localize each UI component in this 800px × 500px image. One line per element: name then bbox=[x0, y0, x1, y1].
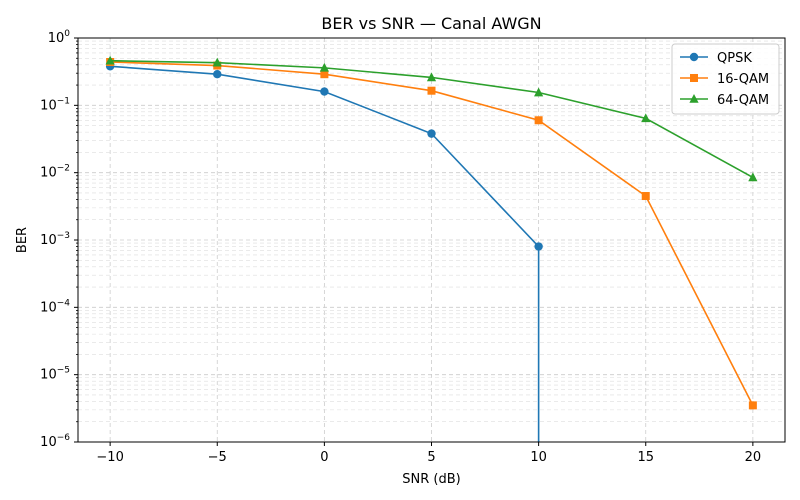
series-line-qpsk bbox=[110, 65, 540, 442]
legend-label-qpsk: QPSK bbox=[717, 51, 752, 66]
legend-label-64-qam: 64-QAM bbox=[717, 93, 769, 108]
legend-marker-64-qam bbox=[689, 94, 699, 103]
x-tick-label: 20 bbox=[745, 450, 762, 465]
y-tick-label: 10−5 bbox=[40, 366, 70, 383]
data-point-16-qam bbox=[320, 70, 329, 79]
series-64-qam bbox=[105, 55, 758, 182]
x-tick-label: −10 bbox=[96, 450, 123, 465]
x-tick-label: −5 bbox=[208, 450, 227, 465]
x-tick-label: 5 bbox=[427, 450, 435, 465]
x-axis-label: SNR (dB) bbox=[402, 472, 460, 487]
y-tick-label: 10−4 bbox=[40, 298, 70, 315]
y-tick-exponent: −3 bbox=[57, 231, 70, 241]
data-point-16-qam bbox=[427, 86, 436, 95]
data-point-qpsk bbox=[427, 129, 436, 138]
data-point-64-qam bbox=[212, 57, 222, 67]
y-tick-exponent: −5 bbox=[57, 366, 70, 376]
y-tick-exponent: −4 bbox=[57, 298, 71, 308]
data-point-16-qam bbox=[534, 116, 543, 125]
y-tick-base: 10 bbox=[40, 166, 57, 181]
legend-box bbox=[671, 43, 780, 115]
data-point-qpsk bbox=[534, 242, 543, 251]
y-tick-label: 10−3 bbox=[40, 231, 70, 248]
legend-marker-16-qam bbox=[690, 74, 698, 82]
legend-label-16-qam: 16-QAM bbox=[717, 72, 769, 87]
y-tick-label: 100 bbox=[48, 29, 71, 46]
data-point-qpsk bbox=[320, 87, 329, 96]
legend: QPSK 16-QAM 64-QAM bbox=[671, 43, 780, 115]
x-tick-label: 15 bbox=[637, 450, 654, 465]
x-tick-label: 10 bbox=[530, 450, 547, 465]
y-tick-base: 10 bbox=[40, 368, 57, 383]
data-point-16-qam bbox=[641, 192, 650, 201]
y-tick-exponent: −2 bbox=[57, 164, 70, 174]
data-point-64-qam bbox=[426, 72, 437, 82]
data-point-64-qam bbox=[319, 62, 329, 72]
y-tick-base: 10 bbox=[40, 98, 57, 113]
chart-title: BER vs SNR — Canal AWGN bbox=[321, 14, 541, 33]
data-point-qpsk bbox=[213, 69, 222, 79]
y-tick-exponent: −1 bbox=[57, 96, 70, 106]
y-tick-label: 10−1 bbox=[40, 96, 70, 113]
data-point-64-qam bbox=[105, 55, 115, 65]
y-tick-base: 10 bbox=[48, 31, 65, 46]
series-layer bbox=[105, 55, 758, 442]
y-tick-label: 10−2 bbox=[40, 164, 70, 181]
y-tick-base: 10 bbox=[40, 233, 57, 248]
y-tick-label: 10−6 bbox=[40, 433, 70, 450]
y-tick-base: 10 bbox=[40, 300, 57, 315]
y-tick-exponent: 0 bbox=[64, 29, 70, 39]
y-axis-label: BER bbox=[15, 227, 30, 253]
legend-marker-qpsk bbox=[689, 52, 699, 62]
data-point-16-qam bbox=[748, 401, 757, 410]
data-point-64-qam bbox=[534, 87, 544, 97]
y-tick-exponent: −6 bbox=[57, 433, 71, 443]
x-tick-label: 0 bbox=[320, 450, 328, 465]
data-point-64-qam bbox=[641, 113, 651, 123]
y-tick-base: 10 bbox=[40, 435, 57, 450]
data-point-64-qam bbox=[748, 172, 758, 182]
